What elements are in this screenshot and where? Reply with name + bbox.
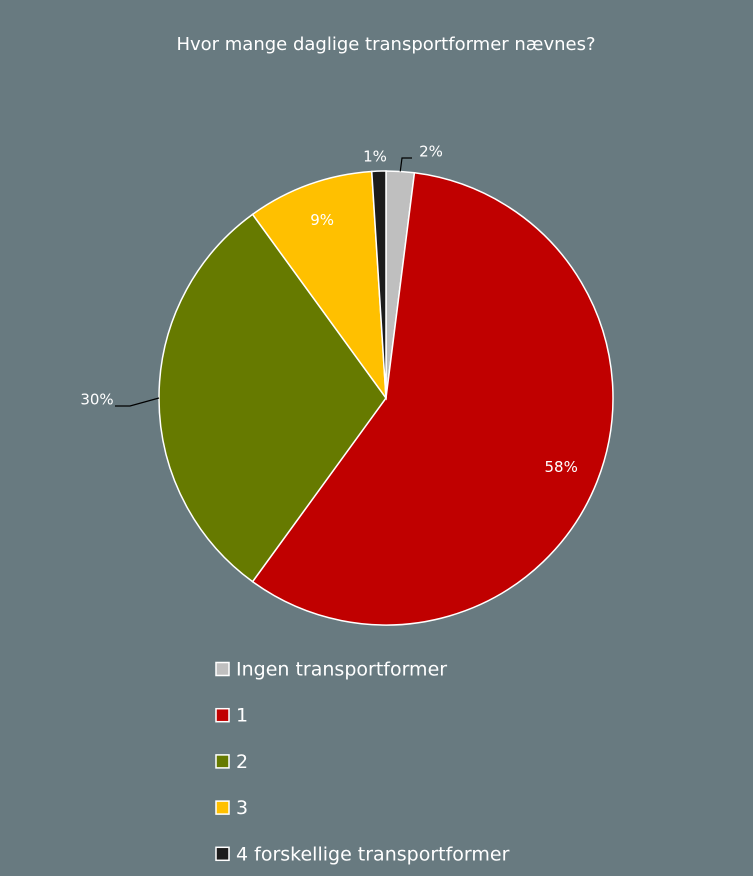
data-label: 58% xyxy=(545,458,578,476)
legend-label: 2 xyxy=(236,751,248,773)
leader-line xyxy=(399,157,412,172)
legend-label: Ingen transportformer xyxy=(236,659,447,681)
leader-line xyxy=(115,397,160,407)
legend-swatch xyxy=(215,846,230,862)
legend-label: 4 forskellige transportformer xyxy=(236,843,510,865)
pie-slice xyxy=(251,171,614,626)
legend-label: 1 xyxy=(236,705,248,727)
legend-swatch xyxy=(215,707,230,723)
pie-slice xyxy=(158,213,387,583)
legend-label: 3 xyxy=(236,797,248,819)
chart-title: Hvor mange daglige transportformer nævne… xyxy=(176,34,595,55)
legend-swatch xyxy=(215,754,230,769)
data-label: 1% xyxy=(363,148,387,166)
data-label: 2% xyxy=(419,143,443,161)
legend-swatch xyxy=(215,800,230,815)
data-label: 30% xyxy=(80,391,113,409)
pie-slice xyxy=(370,170,387,399)
data-label: 9% xyxy=(310,211,334,229)
legend-swatch xyxy=(215,661,230,677)
pie-slice xyxy=(251,170,387,401)
